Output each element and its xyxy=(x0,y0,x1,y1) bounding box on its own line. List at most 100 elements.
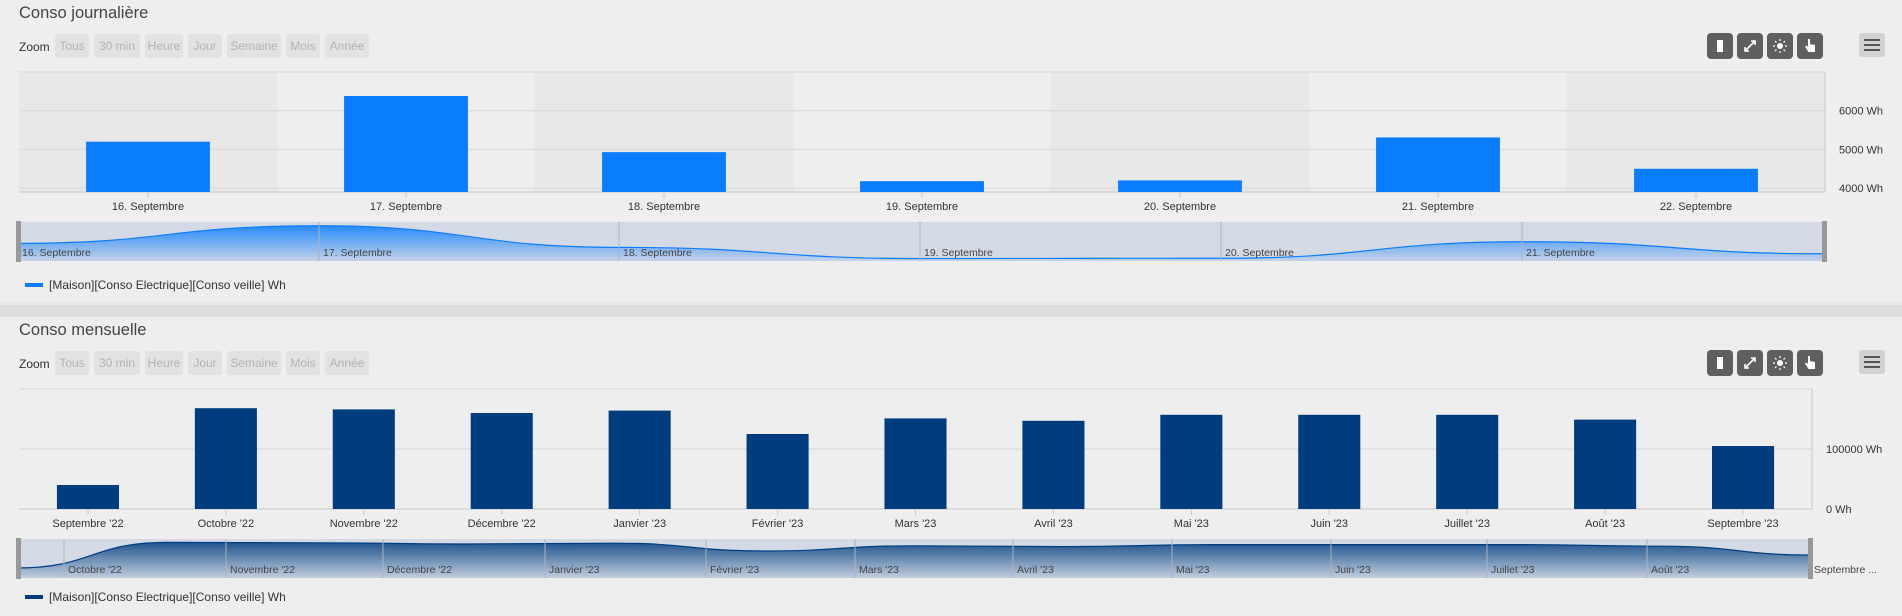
y-tick-label: 6000 Wh xyxy=(1839,106,1883,118)
x-tick-label: Avril '23 xyxy=(1034,518,1073,530)
legend-swatch xyxy=(25,283,43,287)
monthly-bar-chart: 0 Wh 100000 Wh Septembre '22 Octobre '22 Nov… xyxy=(16,388,1882,579)
pointer-hand-icon[interactable] xyxy=(1797,33,1823,59)
panel-title: Conso mensuelle xyxy=(19,321,147,339)
bar[interactable] xyxy=(86,141,210,192)
brightness-icon[interactable] xyxy=(1767,33,1793,59)
navigator-label: Février '23 xyxy=(710,564,759,576)
navigator-label: Novembre '22 xyxy=(230,564,295,576)
daily-bar-chart: 4000 Wh 5000 Wh 6000 Wh 16. Septembre 17. Se… xyxy=(16,71,1883,262)
expand-icon[interactable] xyxy=(1737,33,1763,59)
navigator-label: 21. Septembre xyxy=(1526,247,1595,259)
x-tick-label: 16. Septembre xyxy=(112,201,184,213)
legend-item[interactable]: [Maison][Conso Electrique][Conso veille]… xyxy=(25,590,286,604)
zoom-hour-button[interactable]: Heure xyxy=(145,351,183,375)
x-tick-label: Février '23 xyxy=(752,518,804,530)
zoom-month-button[interactable]: Mois xyxy=(286,351,320,375)
zoom-day-button[interactable]: Jour xyxy=(188,351,222,375)
bar[interactable] xyxy=(1376,137,1500,192)
x-tick-label: Décembre '22 xyxy=(468,518,536,530)
navigator-area xyxy=(17,225,1826,261)
hamburger-menu-icon[interactable] xyxy=(1859,33,1885,57)
x-tick-label: Octobre '22 xyxy=(198,518,255,530)
zoom-week-button[interactable]: Semaine xyxy=(227,34,281,58)
zoom-day-button[interactable]: Jour xyxy=(188,34,222,58)
bar[interactable] xyxy=(1160,414,1223,509)
x-tick-label: 19. Septembre xyxy=(886,201,958,213)
bar-chart-icon[interactable] xyxy=(1707,350,1733,376)
bar[interactable] xyxy=(608,410,671,509)
navigator-label: Décembre '22 xyxy=(387,564,452,576)
zoom-label: Zoom xyxy=(19,40,50,54)
hamburger-menu-icon[interactable] xyxy=(1859,350,1885,374)
zoom-year-button[interactable]: Année xyxy=(325,351,369,375)
bar[interactable] xyxy=(56,485,119,509)
x-tick-label: Janvier '23 xyxy=(613,518,666,530)
x-tick-label: Novembre '22 xyxy=(330,518,398,530)
bar[interactable] xyxy=(344,96,468,192)
navigator-label: Janvier '23 xyxy=(549,564,600,576)
y-tick-label: 0 Wh xyxy=(1826,504,1852,516)
bar[interactable] xyxy=(602,152,726,192)
zoom-30min-button[interactable]: 30 min xyxy=(94,351,140,375)
legend-swatch xyxy=(25,595,43,599)
y-tick-label: 100000 Wh xyxy=(1826,444,1882,456)
navigator-label: Juillet '23 xyxy=(1491,564,1535,576)
navigator-label: 17. Septembre xyxy=(323,247,392,259)
navigator-right-handle[interactable] xyxy=(1808,538,1813,579)
panel-title: Conso journalière xyxy=(19,4,149,22)
zoom-month-button[interactable]: Mois xyxy=(286,34,320,58)
legend-label: [Maison][Conso Electrique][Conso veille]… xyxy=(49,590,286,604)
bar[interactable] xyxy=(1712,446,1775,509)
zoom-all-button[interactable]: Tous xyxy=(55,34,89,58)
navigator-left-handle[interactable] xyxy=(16,538,21,579)
bar[interactable] xyxy=(860,181,984,192)
x-tick-label: Mai '23 xyxy=(1174,518,1209,530)
navigator-label: 18. Septembre xyxy=(623,247,692,259)
expand-icon[interactable] xyxy=(1737,350,1763,376)
x-tick-label: 22. Septembre xyxy=(1660,201,1732,213)
navigator-right-handle[interactable] xyxy=(1822,221,1827,262)
bar[interactable] xyxy=(746,434,809,509)
zoom-week-button[interactable]: Semaine xyxy=(227,351,281,375)
navigator-label: Août '23 xyxy=(1651,564,1689,576)
bar[interactable] xyxy=(1118,180,1242,192)
x-tick-label: 17. Septembre xyxy=(370,201,442,213)
bar[interactable] xyxy=(884,418,947,509)
pointer-hand-icon[interactable] xyxy=(1797,350,1823,376)
x-tick-label: Juin '23 xyxy=(1310,518,1348,530)
bar[interactable] xyxy=(1634,168,1758,192)
x-tick-label: Juillet '23 xyxy=(1444,518,1490,530)
navigator-left-handle[interactable] xyxy=(16,221,21,262)
bar[interactable] xyxy=(470,413,533,509)
bar[interactable] xyxy=(332,409,395,509)
bar-chart-icon[interactable] xyxy=(1707,33,1733,59)
x-tick-label: Mars '23 xyxy=(895,518,937,530)
y-tick-label: 5000 Wh xyxy=(1839,144,1883,156)
navigator-label: 20. Septembre xyxy=(1225,247,1294,259)
bar[interactable] xyxy=(1574,419,1637,509)
plot-band xyxy=(793,72,1051,192)
bar[interactable] xyxy=(194,408,257,509)
zoom-hour-button[interactable]: Heure xyxy=(145,34,183,58)
x-tick-label: 18. Septembre xyxy=(628,201,700,213)
bar[interactable] xyxy=(1436,414,1499,509)
brightness-icon[interactable] xyxy=(1767,350,1793,376)
bar[interactable] xyxy=(1022,420,1085,509)
x-tick-label: Août '23 xyxy=(1585,518,1625,530)
navigator-label: 16. Septembre xyxy=(22,247,91,259)
zoom-year-button[interactable]: Année xyxy=(325,34,369,58)
legend-item[interactable]: [Maison][Conso Electrique][Conso veille]… xyxy=(25,278,286,292)
navigator-label: 19. Septembre xyxy=(924,247,993,259)
panel-separator xyxy=(0,305,1902,317)
navigator-label: Juin '23 xyxy=(1335,564,1371,576)
x-tick-label: 21. Septembre xyxy=(1402,201,1474,213)
zoom-30min-button[interactable]: 30 min xyxy=(94,34,140,58)
zoom-all-button[interactable]: Tous xyxy=(55,351,89,375)
x-tick-label: 20. Septembre xyxy=(1144,201,1216,213)
navigator-line xyxy=(16,541,1813,569)
x-tick-label: Septembre '22 xyxy=(52,518,123,530)
x-tick-label: Septembre '23 xyxy=(1707,518,1778,530)
bar[interactable] xyxy=(1298,414,1361,509)
zoom-label: Zoom xyxy=(19,357,50,371)
